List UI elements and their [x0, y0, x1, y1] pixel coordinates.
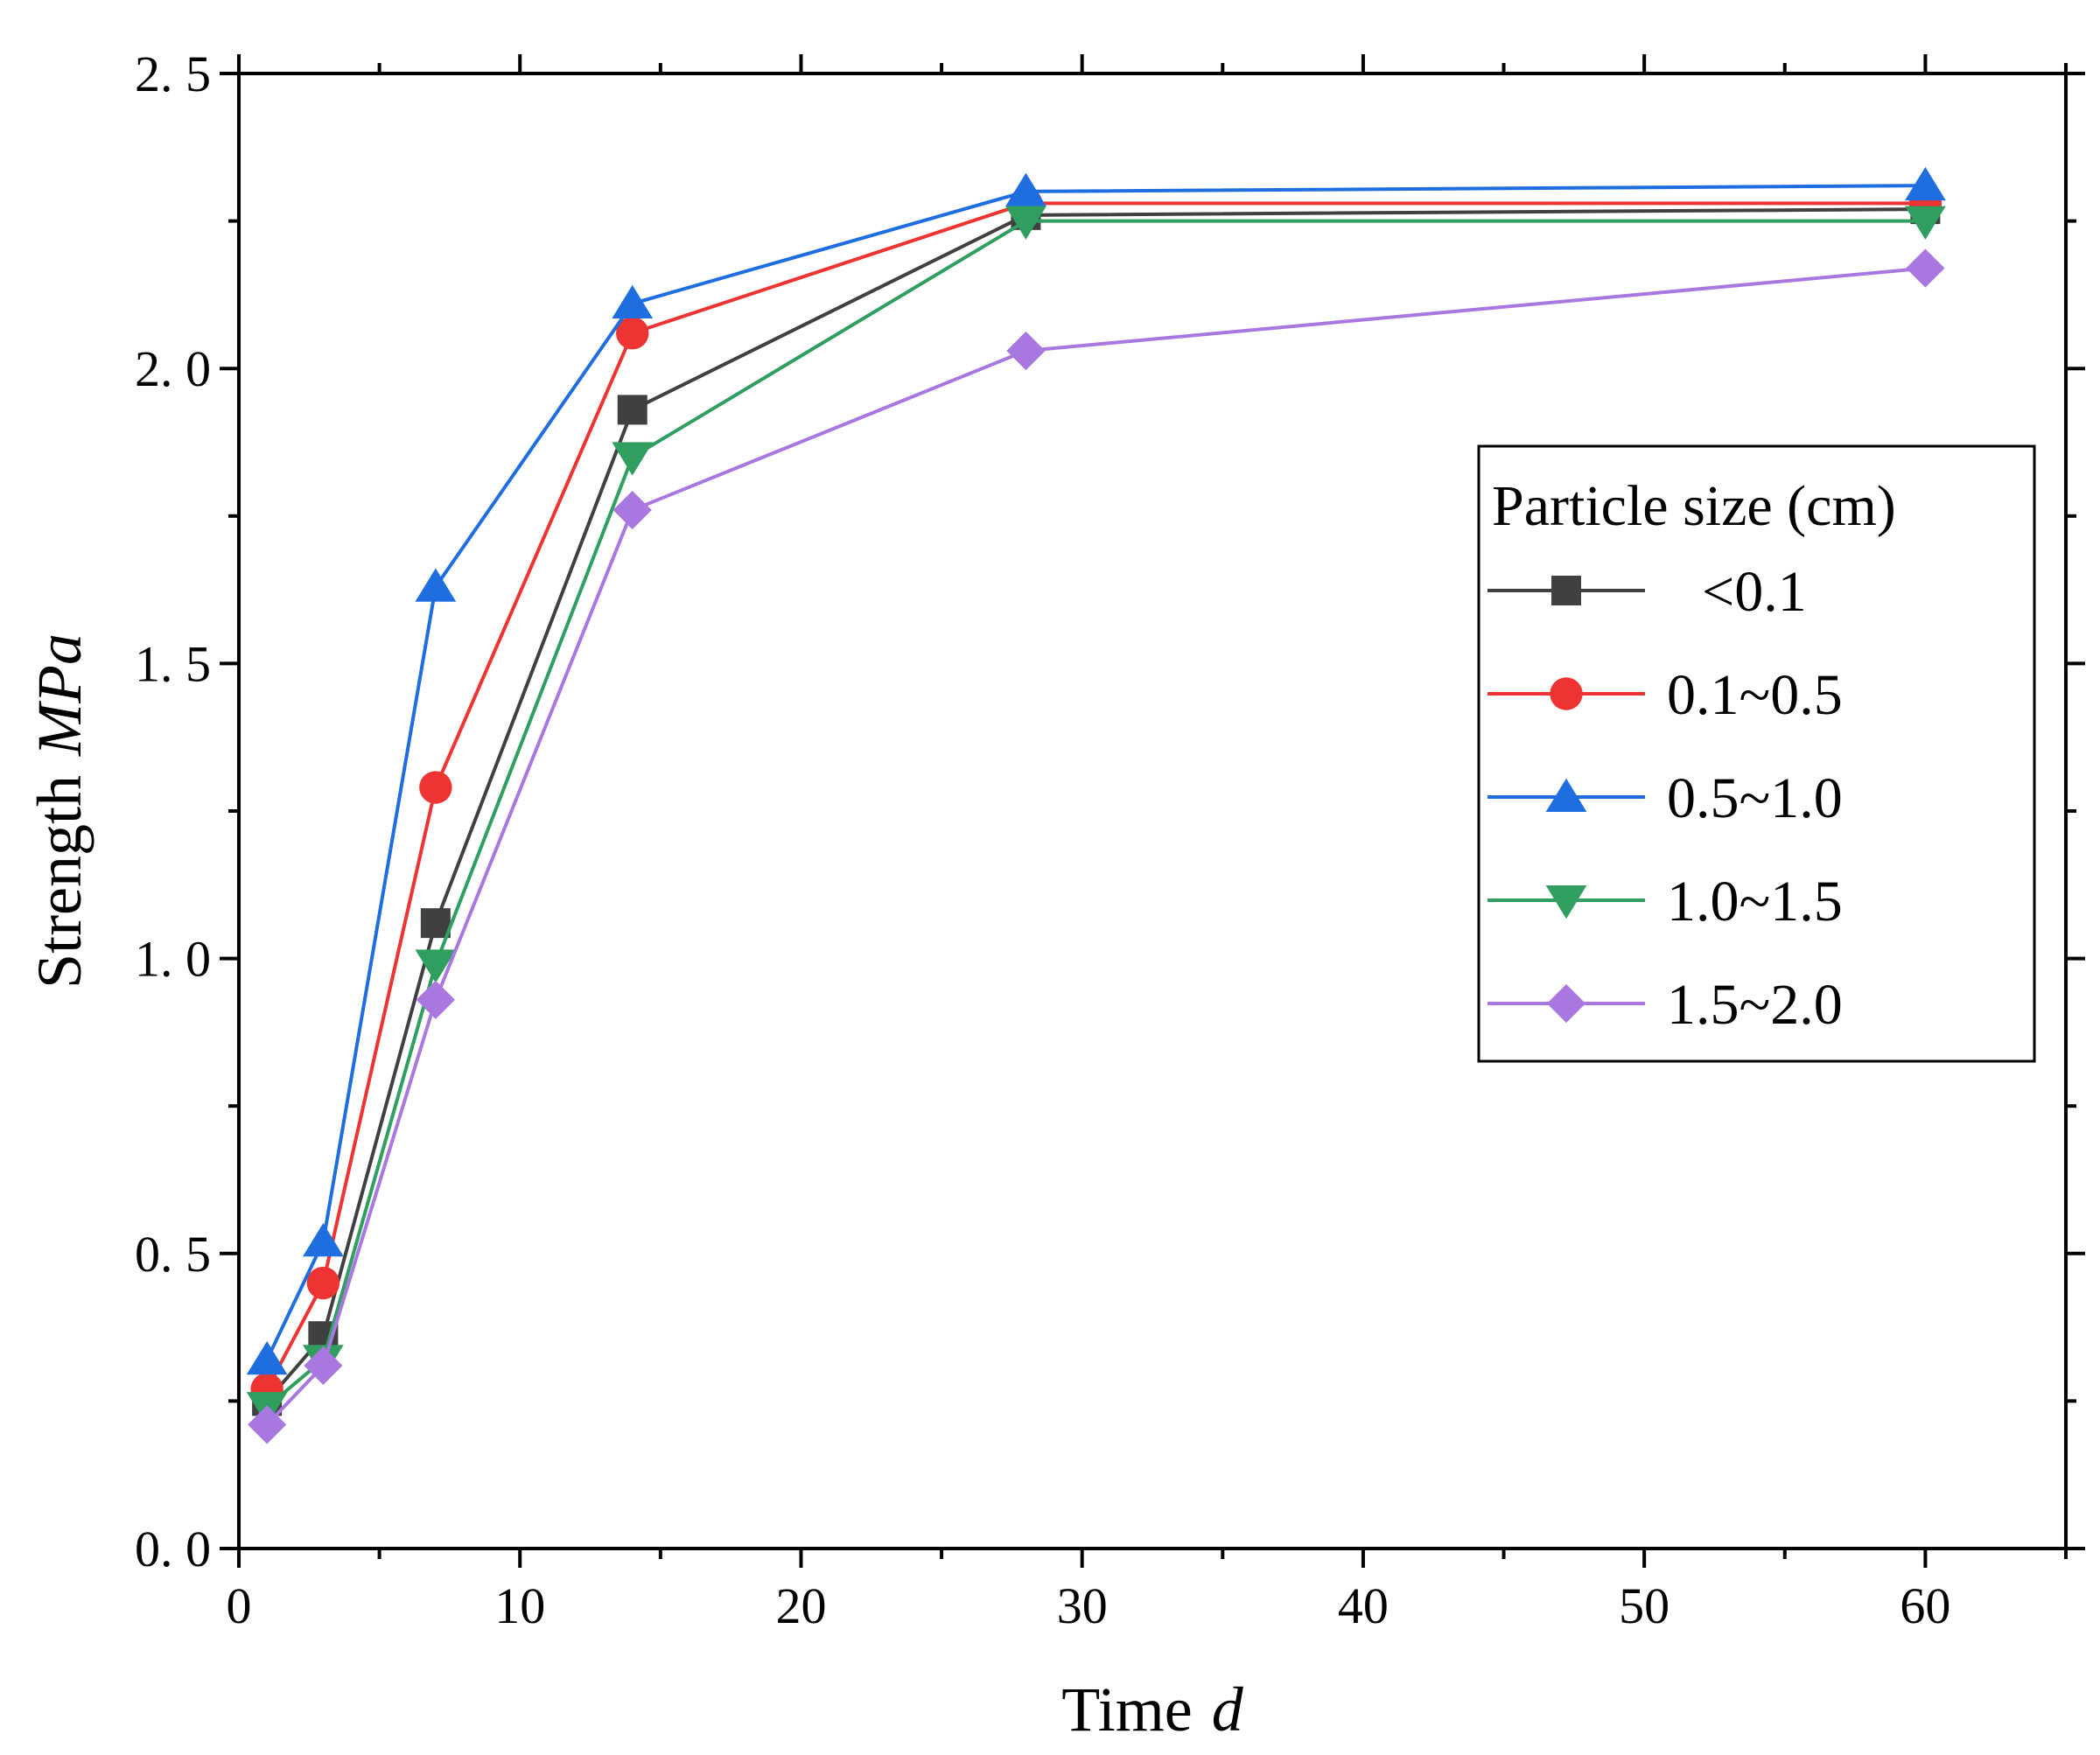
data-point — [304, 1346, 343, 1386]
x-tick-label: 60 — [1900, 1577, 1950, 1634]
legend-item: 1.5~2.0 — [1488, 973, 1843, 1037]
y-axis-ticks: 0. 0 0. 5 1. 0 1. 5 2. 0 2. 5 — [135, 45, 2085, 1577]
legend-label: 0.5~1.0 — [1667, 766, 1843, 830]
legend-item: 0.1~0.5 — [1488, 663, 1843, 727]
legend-label: 0.1~0.5 — [1667, 663, 1843, 727]
series-line — [265, 201, 1926, 1390]
data-point — [306, 1266, 340, 1300]
data-point — [420, 908, 451, 939]
legend-marker — [1551, 576, 1581, 605]
y-axis-unit: MPa — [24, 633, 94, 757]
legend-item: 1.0~1.5 — [1488, 870, 1843, 933]
data-point — [612, 490, 652, 530]
data-point — [1006, 331, 1046, 371]
x-tick-label: 30 — [1057, 1577, 1108, 1634]
x-tick-label: 50 — [1619, 1577, 1670, 1634]
y-tick-label: 0. 5 — [135, 1226, 211, 1283]
y-tick-label: 1. 0 — [135, 931, 211, 988]
y-tick-label: 2. 0 — [135, 340, 211, 397]
series-line — [265, 184, 1926, 1361]
x-axis-unit: d — [1212, 1675, 1244, 1745]
legend-label: 1.5~2.0 — [1667, 973, 1843, 1037]
legend-label: <0.1 — [1702, 560, 1807, 624]
data-point — [616, 317, 649, 350]
y-axis-title: Strength MPa — [24, 633, 94, 989]
data-point — [415, 949, 457, 983]
data-point — [246, 1340, 288, 1375]
legend-title: Particle size (cm) — [1492, 474, 1896, 538]
data-point — [1005, 206, 1046, 240]
series-layer — [246, 166, 1946, 1444]
legend-item: <0.1 — [1488, 560, 1807, 624]
data-point — [1906, 248, 1945, 288]
legend-item: 0.5~1.0 — [1488, 766, 1843, 830]
x-axis-title-text: Time — [1061, 1675, 1192, 1745]
legend-label: 1.0~1.5 — [1667, 870, 1843, 933]
data-point — [1005, 172, 1046, 206]
legend-box — [1477, 444, 2036, 1063]
y-tick-label: 0. 0 — [135, 1521, 211, 1577]
data-point — [612, 442, 654, 476]
y-tick-label: 1. 5 — [135, 635, 211, 692]
y-axis-title-text: Strength — [24, 775, 94, 989]
x-axis-title: Time d — [1061, 1675, 1243, 1745]
data-point — [1905, 166, 1946, 201]
x-tick-label: 10 — [494, 1577, 545, 1634]
x-axis-ticks: 0 10 20 30 40 50 60 — [227, 54, 2068, 1634]
legend-marker — [1545, 778, 1587, 812]
x-tick-label: 20 — [775, 1577, 826, 1634]
series-3 — [246, 166, 1946, 1375]
series-5 — [248, 248, 1945, 1444]
x-tick-label: 40 — [1338, 1577, 1389, 1634]
data-point — [1905, 206, 1946, 240]
data-point — [415, 568, 457, 602]
y-tick-label: 2. 5 — [135, 45, 211, 102]
legend-marker — [1550, 677, 1583, 710]
data-point — [248, 1405, 287, 1444]
legend-marker — [1546, 983, 1586, 1024]
data-point — [617, 395, 648, 425]
data-point — [612, 284, 654, 319]
data-point — [302, 1223, 344, 1257]
legend-marker — [1545, 885, 1587, 919]
x-tick-label: 0 — [227, 1577, 252, 1634]
legend-items: <0.1 0.1~0.5 0.5~1.0 1.0~1.5 1.5~2.0 — [1488, 560, 1843, 1037]
legend: Particle size (cm) <0.1 0.1~0.5 0.5~1.0 1.0… — [1477, 444, 2036, 1063]
data-point — [416, 980, 455, 1019]
data-point — [419, 771, 452, 804]
